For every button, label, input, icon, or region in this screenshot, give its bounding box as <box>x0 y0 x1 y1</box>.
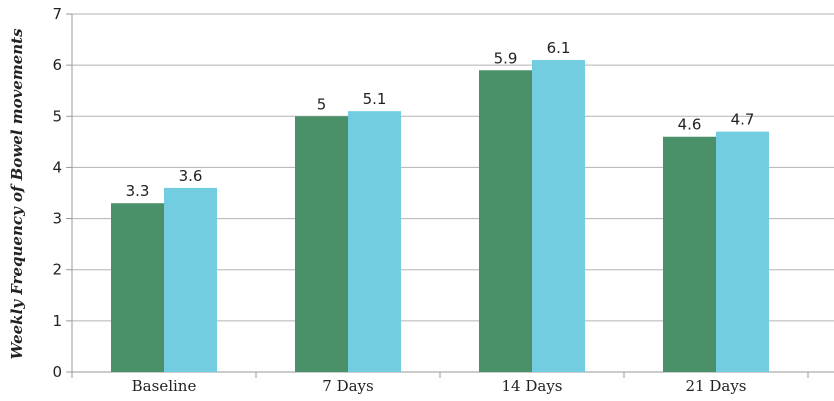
y-axis-title: Weekly Frequency of Bowel movements <box>8 28 26 360</box>
y-tick-label-2: 2 <box>52 261 62 279</box>
bar-baseline-series-1 <box>111 203 164 372</box>
data-labels: 3.3 3.6 5 5.1 5.9 6.1 4.6 4.7 <box>126 39 755 200</box>
x-category-label-14-days: 14 Days <box>502 377 563 395</box>
bar-21-days-series-2 <box>716 131 769 372</box>
bar-21-days-series-1 <box>663 136 716 372</box>
y-tick-label-0: 0 <box>52 363 62 381</box>
y-tick-label-1: 1 <box>52 312 62 330</box>
x-category-label-21-days: 21 Days <box>686 377 747 395</box>
data-label-7-days-series-2: 5.1 <box>363 90 387 108</box>
bar-baseline-series-2 <box>164 187 217 372</box>
y-tick-label-6: 6 <box>52 56 62 74</box>
y-tick-label-4: 4 <box>52 158 62 176</box>
y-axis-ticks: 0 1 2 3 4 5 6 7 <box>52 5 72 381</box>
y-tick-label-3: 3 <box>52 210 62 228</box>
x-category-label-7-days: 7 Days <box>322 377 373 395</box>
data-label-21-days-series-1: 4.6 <box>678 116 702 134</box>
bar-7-days-series-2 <box>348 111 401 373</box>
bar-14-days-series-1 <box>479 70 532 372</box>
data-label-7-days-series-1: 5 <box>317 95 327 113</box>
x-axis-categories: Baseline 7 Days 14 Days 21 Days <box>71 372 809 395</box>
x-category-label-baseline: Baseline <box>132 377 197 395</box>
bars <box>111 60 769 373</box>
y-tick-label-7: 7 <box>52 5 62 23</box>
bar-14-days-series-2 <box>532 60 585 373</box>
y-tick-label-5: 5 <box>52 107 62 125</box>
data-label-baseline-series-1: 3.3 <box>126 182 150 200</box>
bar-7-days-series-1 <box>295 116 348 373</box>
data-label-21-days-series-2: 4.7 <box>731 111 755 129</box>
data-label-baseline-series-2: 3.6 <box>179 167 203 185</box>
data-label-14-days-series-2: 6.1 <box>547 39 571 57</box>
data-label-14-days-series-1: 5.9 <box>494 49 518 67</box>
